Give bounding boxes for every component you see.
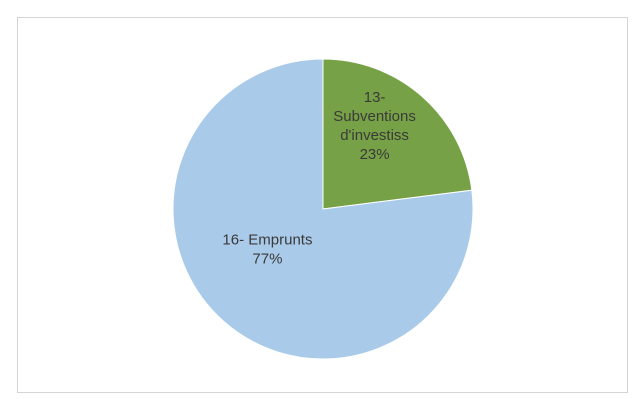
- pie-slice-label-line: 13-: [364, 89, 386, 106]
- pie-slices: [172, 58, 474, 360]
- pie-slice-label-line: d'investiss: [340, 127, 409, 144]
- pie-slice-1: [172, 58, 474, 360]
- pie-slice-label-line: 77%: [252, 251, 282, 268]
- pie-slice-label-line: 23%: [360, 146, 390, 163]
- pie-labels: 13- Subventions d'investiss 23% 16- Emprunts…: [222, 89, 415, 268]
- pie-slice-label-line: Subventions: [333, 108, 416, 125]
- pie-slice-label-1: 16- Emprunts 77%: [222, 232, 312, 268]
- pie-slice-label-0: 13- Subventions d'investiss 23%: [333, 89, 416, 163]
- pie-slice-0: [322, 58, 473, 210]
- pie-slice-label-line: 16- Emprunts: [222, 232, 312, 249]
